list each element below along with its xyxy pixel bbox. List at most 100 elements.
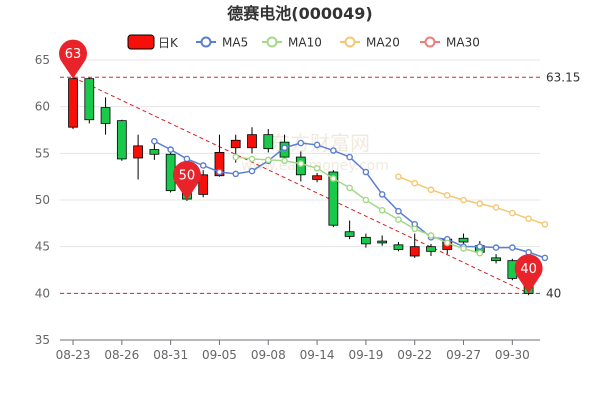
series-point [362, 168, 370, 176]
series-point [443, 239, 451, 247]
legend-dot-icon [424, 36, 436, 48]
x-tick-label: 09-05 [202, 348, 237, 362]
x-tick-label: 09-30 [495, 348, 530, 362]
series-point [476, 243, 484, 250]
candle-body [68, 78, 78, 128]
pin-label: 40 [520, 262, 537, 277]
series-point [232, 153, 240, 161]
legend-dot-icon [200, 36, 212, 48]
series-point [395, 173, 402, 180]
candle [116, 119, 127, 161]
series-point [167, 146, 174, 153]
x-tick-label: 08-23 [56, 348, 91, 362]
x-tick-label: 09-22 [397, 348, 432, 362]
series-point [183, 155, 191, 163]
candle-body [409, 246, 420, 257]
pin-marker-icon [172, 160, 201, 200]
series-line [235, 156, 481, 254]
legend-item-ma20[interactable]: MA20 [340, 36, 400, 50]
series-point [330, 175, 337, 182]
candle-body [214, 151, 225, 177]
candle-body [377, 240, 388, 244]
pin-marker-icon [59, 39, 88, 79]
series-point [281, 157, 288, 165]
series-point [460, 196, 467, 204]
price-pin: 40 [514, 254, 543, 294]
legend-item-ma10[interactable]: MA10 [262, 36, 322, 50]
legend-item-ma5[interactable]: MA5 [196, 36, 248, 50]
trend-line-path [72, 76, 529, 294]
candle-body [100, 107, 111, 124]
series-point [346, 153, 353, 161]
legend[interactable]: 日K MA5 MA10 MA20 MA30 [127, 34, 480, 50]
series-point [378, 206, 386, 214]
series-ma20 [395, 173, 549, 228]
candle-body [426, 246, 436, 252]
candle-body [328, 171, 339, 226]
candle [100, 97, 111, 135]
candle-body [312, 175, 322, 180]
x-tick-label: 09-08 [251, 348, 286, 362]
series-point [525, 215, 532, 222]
series-point [232, 170, 240, 178]
candle [361, 233, 371, 248]
x-tick-label: 09-27 [446, 348, 481, 362]
series-point [248, 155, 256, 163]
candle [247, 127, 257, 154]
reference-label: 40 [546, 286, 561, 300]
candle-body [230, 139, 241, 149]
series-point [509, 209, 516, 217]
series-point [541, 254, 549, 262]
candle [409, 233, 420, 258]
series-point [199, 162, 207, 169]
candle-body [149, 149, 160, 155]
reference-label: 63.15 [546, 70, 580, 84]
series-point [264, 156, 272, 164]
series-point [313, 141, 321, 149]
candle-body [491, 257, 501, 262]
axes: 08-23 08-26 08-31 09-05 09-08 09-14 09-19 09-22… [56, 339, 540, 362]
series-point [216, 168, 223, 176]
series-point [509, 244, 516, 251]
series-point [427, 186, 435, 194]
candle [491, 254, 501, 264]
candle [133, 134, 143, 180]
x-tick-label: 09-14 [300, 348, 335, 362]
series-point [492, 204, 500, 211]
series-point [378, 191, 386, 198]
series-point [476, 249, 484, 257]
y-tick-label: 40 [35, 286, 50, 300]
candle-body [198, 174, 209, 195]
series-point [395, 207, 402, 215]
pin-marker-icon [514, 254, 543, 294]
series-point [248, 167, 256, 175]
series-point [476, 200, 484, 208]
legend-dot-icon [344, 36, 356, 48]
candle [84, 77, 95, 124]
series-point [411, 225, 419, 233]
candle-body [361, 236, 371, 245]
price-pin: 63 [59, 39, 88, 79]
candle [344, 220, 355, 240]
legend-label: MA20 [366, 36, 400, 50]
series-point [541, 220, 549, 228]
legend-dot-icon [266, 36, 278, 48]
series-line [398, 175, 546, 225]
series-point [346, 184, 353, 192]
candle-body [393, 244, 404, 250]
series-point [313, 164, 321, 172]
series-point [525, 248, 532, 256]
legend-label: MA30 [446, 36, 480, 50]
legend-item-ma30[interactable]: MA30 [420, 36, 480, 50]
pin-label: 63 [65, 47, 82, 62]
series-point [443, 192, 451, 199]
price-pins: 63 50 40 [59, 39, 543, 294]
trend-line [72, 76, 529, 294]
series-point [460, 245, 467, 252]
legend-item-日k[interactable]: 日K [127, 34, 179, 50]
y-tick-label: 50 [35, 193, 50, 207]
candle [198, 170, 209, 198]
chart-title: 德赛电池(000049) [227, 4, 372, 23]
